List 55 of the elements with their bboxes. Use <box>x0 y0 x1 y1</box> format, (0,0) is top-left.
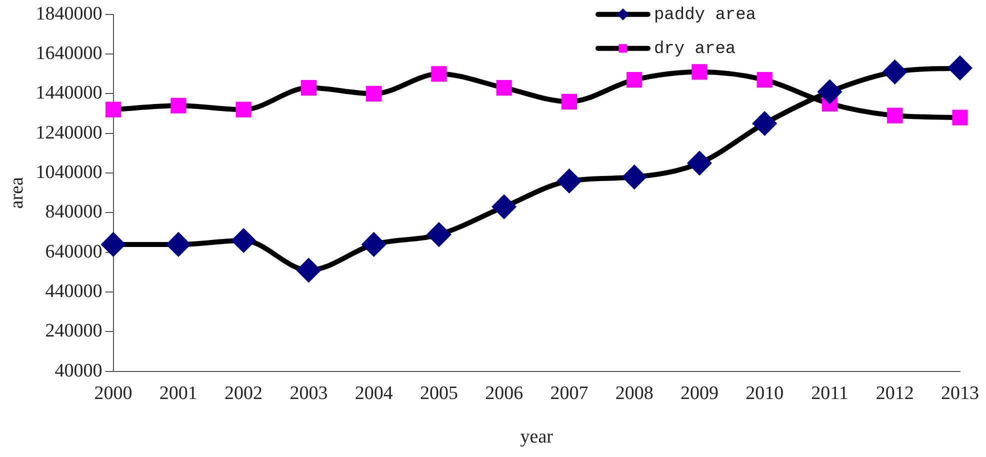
y-tick-label: 40000 <box>54 360 102 382</box>
y-tick-label: 240000 <box>45 320 102 342</box>
point <box>492 195 516 218</box>
point <box>883 60 906 84</box>
x-tick-label: 2010 <box>746 382 784 404</box>
point <box>232 229 256 252</box>
y-tick-label: 1440000 <box>36 82 102 104</box>
point <box>756 72 772 88</box>
point <box>952 110 968 126</box>
point <box>688 152 711 175</box>
point <box>496 80 512 96</box>
y-tick-label: 1240000 <box>36 122 102 144</box>
point <box>692 64 708 80</box>
y-axis-title: area <box>6 176 28 209</box>
x-tick-label: 2002 <box>224 382 263 404</box>
point <box>818 80 842 104</box>
point <box>948 56 972 80</box>
x-tick-label: 2009 <box>680 382 718 404</box>
x-axis-title: year <box>520 426 554 448</box>
y-tick-label: 440000 <box>45 281 102 302</box>
point <box>105 102 122 118</box>
legend-label: dry area <box>654 40 736 59</box>
point <box>102 232 125 256</box>
x-tick-label: 2008 <box>615 382 654 404</box>
point <box>753 112 776 135</box>
y-tick-label: 1040000 <box>36 162 102 184</box>
point <box>622 166 646 189</box>
point <box>558 170 581 192</box>
x-tick-label: 2003 <box>290 382 328 404</box>
x-tick-label: 2001 <box>159 382 198 404</box>
x-tick-label: 2005 <box>420 382 458 404</box>
point <box>166 232 190 256</box>
point <box>297 258 320 282</box>
x-tick-label: 2000 <box>94 382 132 404</box>
y-tick-label: 1840000 <box>36 3 102 24</box>
point <box>427 223 450 246</box>
point <box>431 66 447 82</box>
x-tick-label: 2012 <box>876 382 914 404</box>
point <box>170 98 186 114</box>
x-tick-label: 2007 <box>550 382 588 404</box>
legend-label: paddy area <box>654 6 756 25</box>
point <box>362 232 386 256</box>
x-tick-label: 2006 <box>485 382 524 404</box>
y-tick-label: 640000 <box>45 241 102 262</box>
point <box>626 72 642 88</box>
point <box>366 86 382 102</box>
point <box>236 102 252 118</box>
point <box>300 80 316 96</box>
x-tick-label: 2004 <box>354 382 394 404</box>
x-tick-label: 2013 <box>941 382 979 404</box>
point <box>561 94 578 110</box>
y-tick-label: 840000 <box>45 202 102 223</box>
point <box>887 108 903 124</box>
y-tick-label: 1640000 <box>36 43 102 64</box>
x-tick-label: 2011 <box>811 382 848 404</box>
